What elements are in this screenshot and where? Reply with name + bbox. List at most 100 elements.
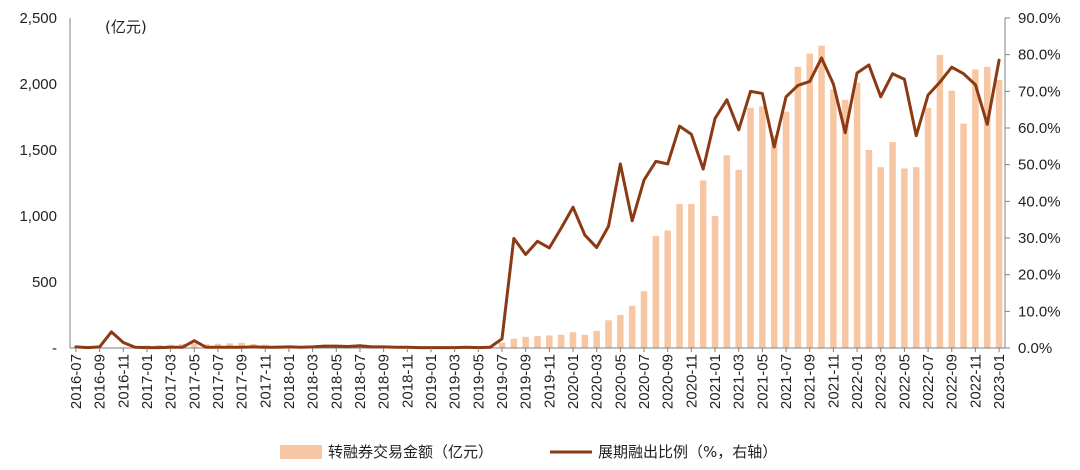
x-tick-label: 2016-11 (115, 354, 132, 408)
bar (770, 135, 778, 348)
right-tick-label: 0.0% (1018, 340, 1052, 357)
x-tick-label: 2021-07 (778, 354, 795, 409)
bar (628, 305, 636, 348)
legend: 转融券交易金额（亿元） 展期融出比例（%，右轴） (280, 443, 777, 461)
x-tick-label: 2019-07 (494, 354, 511, 409)
x-tick-label: 2017-09 (234, 354, 251, 409)
bar (498, 342, 506, 348)
left-tick-label: 1,000 (19, 208, 57, 225)
legend-swatch-bar (280, 445, 322, 459)
x-tick-label: 2022-03 (873, 354, 890, 409)
left-tick-label: 500 (32, 274, 57, 291)
legend-label-bar: 转融券交易金额（亿元） (328, 443, 493, 461)
right-axis-ticks: 0.0% 10.0% 20.0% 30.0% 40.0% 50.0% 60.0% 70.0% 8… (1005, 10, 1061, 357)
bar (711, 216, 719, 348)
x-tick-label: 2019-03 (447, 354, 464, 409)
bar (735, 169, 742, 348)
x-tick-label: 2020-09 (660, 354, 677, 409)
right-tick-label: 20.0% (1018, 267, 1061, 284)
bar (948, 90, 955, 348)
bar (806, 53, 813, 348)
x-tick-label: 2017-07 (210, 354, 227, 409)
x-tick-label: 2017-05 (186, 354, 203, 409)
right-tick-label: 10.0% (1018, 303, 1061, 320)
x-tick-label: 2019-05 (470, 354, 487, 409)
right-tick-label: 30.0% (1018, 230, 1061, 247)
left-tick-label: 2,000 (19, 76, 57, 93)
bar (853, 82, 861, 349)
bar (699, 180, 707, 348)
bar (960, 123, 967, 348)
bar (782, 111, 790, 348)
bar (912, 167, 920, 348)
x-tick-label: 2020-11 (683, 354, 700, 408)
line-series-path (74, 56, 1001, 350)
bar (995, 80, 1003, 348)
bar (617, 315, 624, 348)
bar (238, 342, 245, 348)
bar (191, 343, 198, 348)
bar (534, 336, 541, 348)
x-tick-label: 2018-11 (399, 354, 416, 408)
x-tick-label: 2022-07 (920, 354, 937, 409)
bar (522, 336, 529, 348)
x-tick-label: 2022-09 (944, 354, 961, 409)
bar (593, 330, 600, 348)
bar (759, 106, 766, 348)
x-tick-label: 2020-03 (589, 354, 606, 409)
x-tick-label: 2021-09 (802, 354, 819, 409)
x-tick-label: 2018-03 (305, 354, 322, 409)
bar (569, 332, 577, 348)
bar (510, 338, 518, 348)
x-tick-label: 2022-01 (849, 354, 866, 409)
left-tick-label: - (52, 340, 57, 357)
bar (841, 99, 849, 348)
bar (226, 343, 234, 348)
bar (546, 335, 553, 348)
x-tick-label: 2019-01 (423, 354, 440, 409)
x-tick-label: 2022-05 (896, 354, 913, 409)
right-tick-label: 60.0% (1018, 120, 1061, 137)
bar (830, 89, 837, 348)
x-tick-label: 2017-11 (257, 354, 274, 408)
bar (557, 334, 565, 348)
bar (581, 334, 589, 348)
bar (747, 107, 754, 348)
right-tick-label: 80.0% (1018, 47, 1061, 64)
right-tick-label: 90.0% (1018, 10, 1061, 27)
bar (676, 204, 683, 348)
x-tick-label: 2021-05 (754, 354, 771, 409)
x-tick-label: 2018-09 (376, 354, 393, 409)
bar (640, 291, 648, 348)
bar (936, 54, 944, 349)
bar (664, 230, 671, 348)
left-axis-ticks: - 500 1,000 1,500 2,000 2,500 (19, 10, 57, 357)
bar (901, 168, 908, 348)
bar (605, 320, 612, 348)
bar (356, 346, 364, 348)
bar (652, 235, 660, 348)
x-tick-label: 2021-03 (731, 354, 748, 409)
bar (983, 66, 991, 348)
line-series (74, 56, 1001, 350)
x-tick-label: 2016-07 (68, 354, 85, 409)
right-tick-label: 50.0% (1018, 157, 1061, 174)
x-tick-label: 2021-01 (707, 354, 724, 409)
x-tick-label: 2020-07 (636, 354, 653, 409)
bar (889, 142, 896, 348)
x-tick-label: 2017-01 (139, 354, 156, 409)
x-tick-label: 2019-09 (518, 354, 535, 409)
bar (723, 155, 731, 348)
x-tick-label: 2023-01 (991, 354, 1008, 409)
x-tick-label: 2020-05 (612, 354, 629, 409)
bar (924, 107, 932, 348)
x-tick-label: 2018-05 (328, 354, 345, 409)
x-tick-label: 2018-07 (352, 354, 369, 409)
left-tick-label: 2,500 (19, 10, 57, 27)
legend-label-line: 展期融出比例（%，右轴） (598, 443, 777, 461)
left-tick-label: 1,500 (19, 142, 57, 159)
x-tick-label: 2020-01 (565, 354, 582, 409)
left-axis-unit: (亿元) (105, 18, 147, 36)
